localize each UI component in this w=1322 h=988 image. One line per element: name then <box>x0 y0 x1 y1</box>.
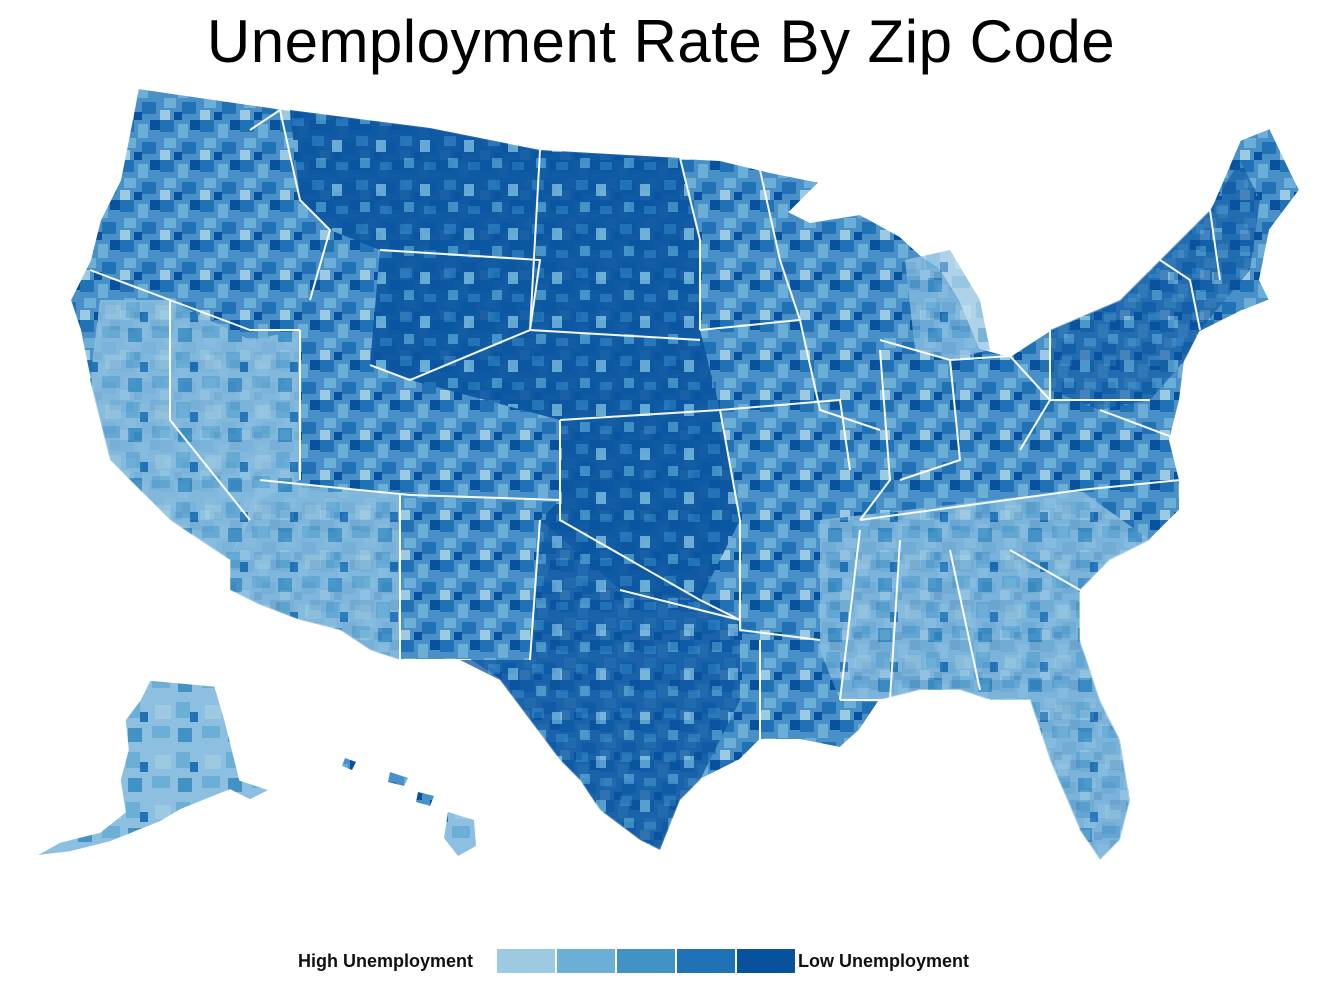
legend-low-label: Low Unemployment <box>798 951 970 971</box>
legend-swatch-5 <box>737 949 795 973</box>
legend-swatch-2 <box>557 949 615 973</box>
state-borders <box>89 108 1221 740</box>
map-title: Unemployment Rate By Zip Code <box>206 8 1116 75</box>
legend-high-label: High Unemployment <box>298 951 474 971</box>
region-southeast-light <box>820 490 1150 860</box>
region-michigan-light <box>905 250 990 360</box>
legend-swatch-4 <box>677 949 735 973</box>
region-southwest-light <box>90 300 300 560</box>
region-arizona-light <box>230 480 400 660</box>
region-northeast-dark <box>1050 160 1260 410</box>
region-northern-plains-dark <box>290 110 740 600</box>
legend: High Unemployment Low Unemployment <box>0 945 1322 979</box>
hawaii-big-island <box>444 812 476 856</box>
legend-swatch-3 <box>617 949 675 973</box>
hawaii-island-3 <box>416 792 434 806</box>
alaska-shape <box>34 679 272 857</box>
legend-color-scale <box>497 949 797 973</box>
hawaii-island-2 <box>388 772 408 786</box>
hawaii-island-1 <box>342 758 356 770</box>
legend-swatch-1 <box>497 949 555 973</box>
